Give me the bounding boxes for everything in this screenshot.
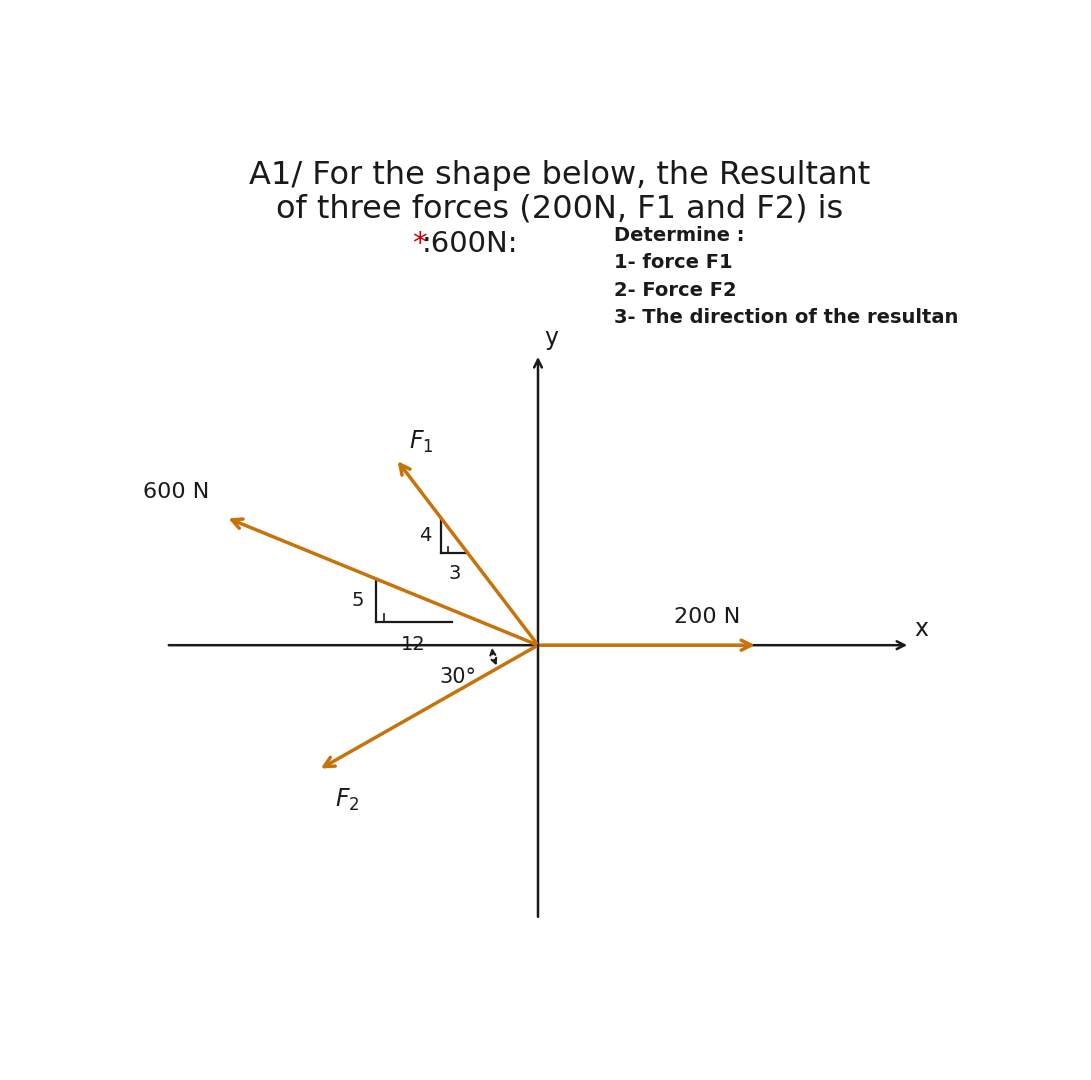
Text: Determine :: Determine :	[614, 226, 744, 245]
Text: A1/ For the shape below, the Resultant: A1/ For the shape below, the Resultant	[249, 160, 870, 191]
Text: $F_2$: $F_2$	[335, 786, 360, 813]
Text: 4: 4	[419, 526, 431, 545]
Text: :600N:: :600N:	[422, 230, 518, 258]
Text: 200 N: 200 N	[674, 607, 740, 626]
Text: of three forces (200N, F1 and F2) is: of three forces (200N, F1 and F2) is	[276, 193, 842, 225]
Text: 5: 5	[351, 591, 363, 610]
Text: 30°: 30°	[440, 666, 476, 687]
Text: $F_1$: $F_1$	[409, 429, 433, 455]
Text: 600 N: 600 N	[143, 483, 208, 502]
Text: *: *	[412, 230, 427, 258]
Text: 12: 12	[401, 635, 427, 654]
Text: 3: 3	[448, 564, 461, 583]
Text: x: x	[914, 617, 928, 642]
Text: 1- force F1: 1- force F1	[614, 253, 733, 272]
Text: y: y	[544, 326, 559, 350]
Text: 2- Force F2: 2- Force F2	[614, 281, 736, 299]
Text: 3- The direction of the resultan: 3- The direction of the resultan	[614, 308, 959, 327]
